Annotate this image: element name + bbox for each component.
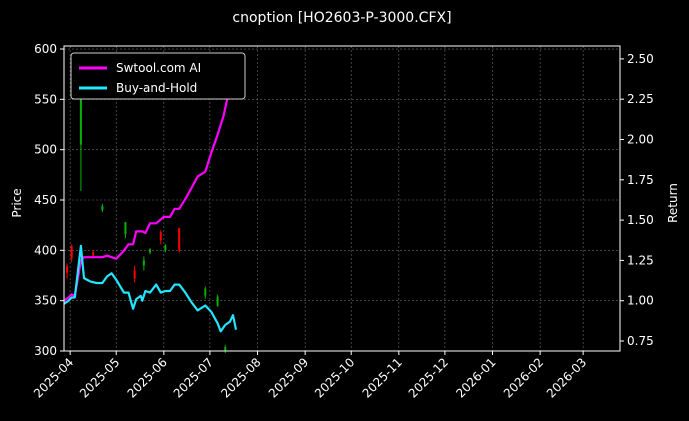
candle-body <box>79 89 82 145</box>
candle-body <box>159 232 162 241</box>
right-tick-label: 0.75 <box>627 334 654 348</box>
legend: Swtool.com AI Buy-and-Hold <box>70 52 246 100</box>
chart-title: cnoption [HO2603-P-3000.CFX] <box>232 10 451 26</box>
right-axis: 0.75 1.00 1.25 1.50 1.75 2.00 2.25 2.50 <box>620 52 654 348</box>
left-tick-label: 450 <box>34 193 57 207</box>
candle-body <box>124 222 127 235</box>
right-tick-label: 2.50 <box>627 52 654 66</box>
right-tick-label: 1.50 <box>627 213 654 227</box>
candles <box>66 81 227 354</box>
left-tick-label: 300 <box>34 344 57 358</box>
left-tick-label: 500 <box>34 143 57 157</box>
left-tick-label: 550 <box>34 92 57 106</box>
plot-frame <box>63 45 621 352</box>
candle-body <box>142 260 145 266</box>
candle-body <box>224 346 227 351</box>
legend-label-ai: Swtool.com AI <box>116 61 201 75</box>
right-tick-label: 1.25 <box>627 253 654 267</box>
series-line-hold <box>63 244 238 333</box>
candle-body <box>204 288 207 296</box>
legend-box <box>70 52 246 100</box>
candle-body <box>101 206 104 211</box>
series-lines <box>63 55 238 333</box>
left-tick-label: 350 <box>34 294 57 308</box>
left-tick-label: 400 <box>34 243 57 257</box>
left-axis: 300 350 400 450 500 550 600 <box>34 42 64 358</box>
candle-body <box>66 266 69 273</box>
candle-body <box>70 246 73 259</box>
series-line-ai <box>63 55 238 302</box>
candle-body <box>149 249 152 253</box>
legend-label-hold: Buy-and-Hold <box>116 81 197 95</box>
right-tick-label: 1.00 <box>627 294 654 308</box>
candle-body <box>216 296 219 306</box>
grid <box>64 46 620 352</box>
right-tick-label: 1.75 <box>627 173 654 187</box>
candle-body <box>92 252 95 256</box>
candle-body <box>133 270 136 279</box>
right-axis-label: Return <box>666 183 680 223</box>
right-tick-label: 2.00 <box>627 132 654 146</box>
left-tick-label: 600 <box>34 42 57 56</box>
right-tick-label: 2.25 <box>627 92 654 106</box>
left-axis-label: Price <box>10 188 24 217</box>
candle-body <box>164 245 167 251</box>
candle-body <box>178 228 181 251</box>
